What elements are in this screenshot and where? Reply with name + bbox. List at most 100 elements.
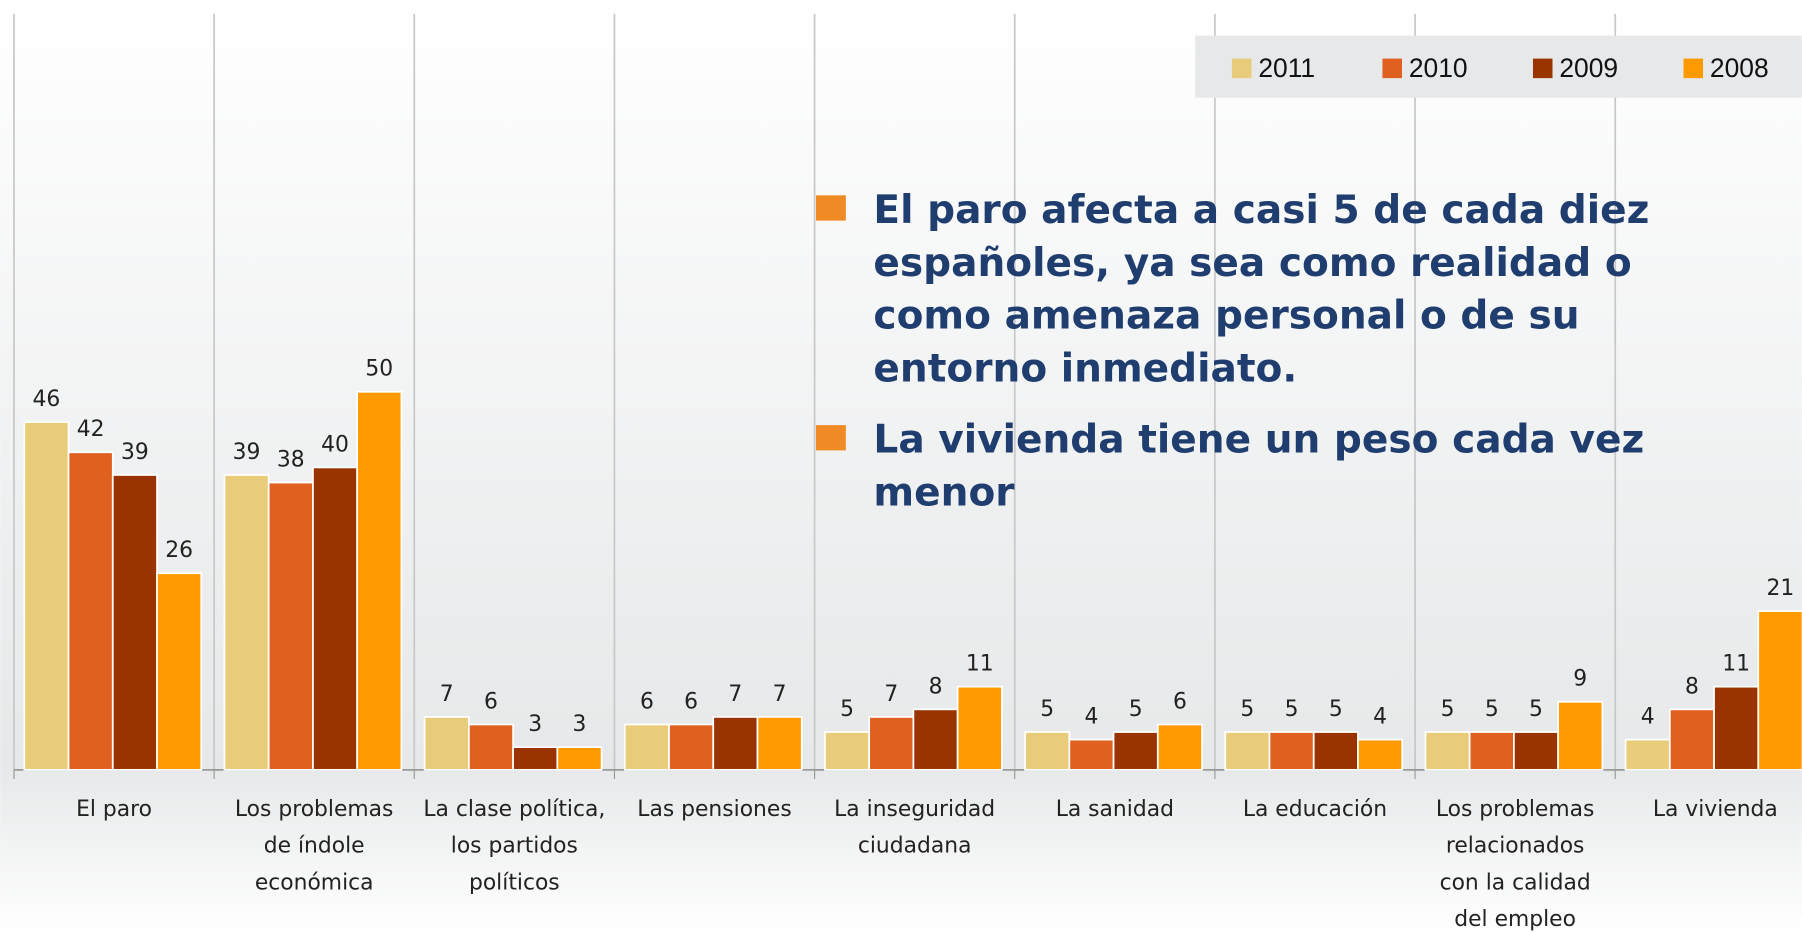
x-tick-label: La clase política, los partidos político…	[423, 796, 606, 896]
bar	[1312, 731, 1359, 771]
value-label: 5	[1329, 697, 1343, 722]
bar	[1224, 731, 1271, 771]
bar	[1713, 685, 1760, 771]
value-label: 5	[1129, 697, 1143, 722]
value-label: 6	[484, 689, 498, 714]
value-label: 9	[1573, 667, 1587, 692]
legend-label: 2009	[1559, 53, 1618, 83]
x-tick-label: La vivienda	[1652, 796, 1778, 822]
x-tick-label: El paro	[76, 796, 152, 822]
value-label: 39	[121, 440, 149, 465]
annotation-box: La vivienda tiene un peso cada vez menor	[873, 417, 1645, 516]
bar	[756, 716, 803, 771]
value-label: 39	[233, 440, 261, 465]
bar	[912, 708, 959, 771]
bar	[868, 716, 915, 771]
bullet-icon	[815, 195, 846, 221]
bar	[312, 466, 359, 771]
bar	[1513, 731, 1559, 771]
legend-label: 2011	[1258, 53, 1315, 83]
value-label: 21	[1767, 576, 1795, 601]
bar	[111, 474, 158, 771]
x-tick-label-box: Las pensiones	[637, 796, 792, 822]
x-tick-label-box: El paro	[76, 796, 152, 822]
bullet-square	[815, 425, 846, 451]
bar	[23, 421, 70, 771]
value-label: 50	[365, 357, 393, 382]
bar	[1112, 731, 1159, 771]
bar	[356, 390, 403, 771]
bar	[1557, 700, 1604, 771]
legend-swatch	[1382, 58, 1402, 79]
bar	[824, 731, 871, 771]
bar	[512, 746, 559, 771]
bar	[156, 572, 203, 771]
value-label: 3	[528, 712, 542, 737]
value-label: 4	[1373, 705, 1387, 730]
bar	[1468, 731, 1515, 771]
value-label: 5	[1040, 697, 1054, 722]
value-label: 11	[1722, 652, 1750, 677]
value-label: 4	[1641, 705, 1655, 730]
bar	[1024, 731, 1071, 771]
bar	[1668, 708, 1715, 771]
x-tick-label: Los problemas relacionados con la calida…	[1435, 796, 1595, 932]
value-label: 5	[1529, 697, 1543, 722]
bar	[668, 723, 715, 771]
value-label: 8	[1685, 674, 1699, 699]
value-label: 5	[840, 697, 854, 722]
x-tick-label-box: La sanidad	[1055, 796, 1174, 822]
value-label: 3	[573, 712, 587, 737]
legend-swatch	[1532, 58, 1553, 79]
legend-swatch	[1231, 58, 1252, 79]
bullet-icon	[815, 425, 846, 451]
value-label: 6	[684, 689, 698, 714]
bar	[1424, 731, 1471, 771]
x-tick-label-box: Los problemas de índole económica	[234, 796, 394, 896]
value-label: 7	[884, 682, 898, 707]
value-label: 8	[929, 674, 943, 699]
value-label: 7	[440, 682, 454, 707]
bar	[1068, 738, 1115, 771]
x-tick-label: La educación	[1242, 796, 1388, 822]
bar	[1357, 738, 1404, 771]
value-label: 5	[1441, 697, 1455, 722]
bullet-square	[815, 195, 846, 221]
x-tick-label: Los problemas de índole económica	[234, 796, 394, 896]
annotation: El paro afecta a casi 5 de cada diez esp…	[873, 187, 1650, 392]
x-tick-label-box: Los problemas relacionados con la calida…	[1435, 796, 1595, 932]
legend-swatch	[1683, 58, 1704, 79]
value-label: 7	[773, 682, 787, 707]
x-tick-label-box: La educación	[1242, 796, 1388, 822]
bar	[712, 716, 759, 771]
value-label: 40	[321, 432, 349, 457]
bar	[1757, 610, 1802, 771]
value-label: 4	[1085, 705, 1099, 730]
annotation-box: El paro afecta a casi 5 de cada diez esp…	[873, 187, 1650, 392]
x-tick-label: La sanidad	[1055, 796, 1174, 822]
x-tick-label: La inseguridad ciudadana	[834, 796, 996, 859]
value-label: 46	[33, 387, 61, 412]
value-label: 6	[640, 689, 654, 714]
bar	[623, 723, 670, 771]
bar	[1624, 738, 1671, 771]
bar	[223, 474, 270, 771]
x-tick-label: Las pensiones	[637, 796, 792, 822]
bar	[423, 716, 470, 771]
bar	[1268, 731, 1315, 771]
value-label: 38	[277, 447, 305, 472]
annotation: La vivienda tiene un peso cada vez menor	[873, 417, 1645, 516]
bar	[556, 746, 603, 771]
x-tick-label-box: La inseguridad ciudadana	[834, 796, 996, 859]
bar	[67, 451, 114, 771]
legend-label: 2008	[1710, 53, 1769, 83]
bar	[467, 723, 514, 771]
value-label: 5	[1285, 697, 1299, 722]
x-tick-label-box: La vivienda	[1652, 796, 1778, 822]
value-label: 11	[966, 652, 994, 677]
bar	[956, 685, 1003, 771]
legend-label: 2010	[1409, 53, 1468, 83]
value-label: 7	[728, 682, 742, 707]
value-label: 6	[1173, 689, 1187, 714]
